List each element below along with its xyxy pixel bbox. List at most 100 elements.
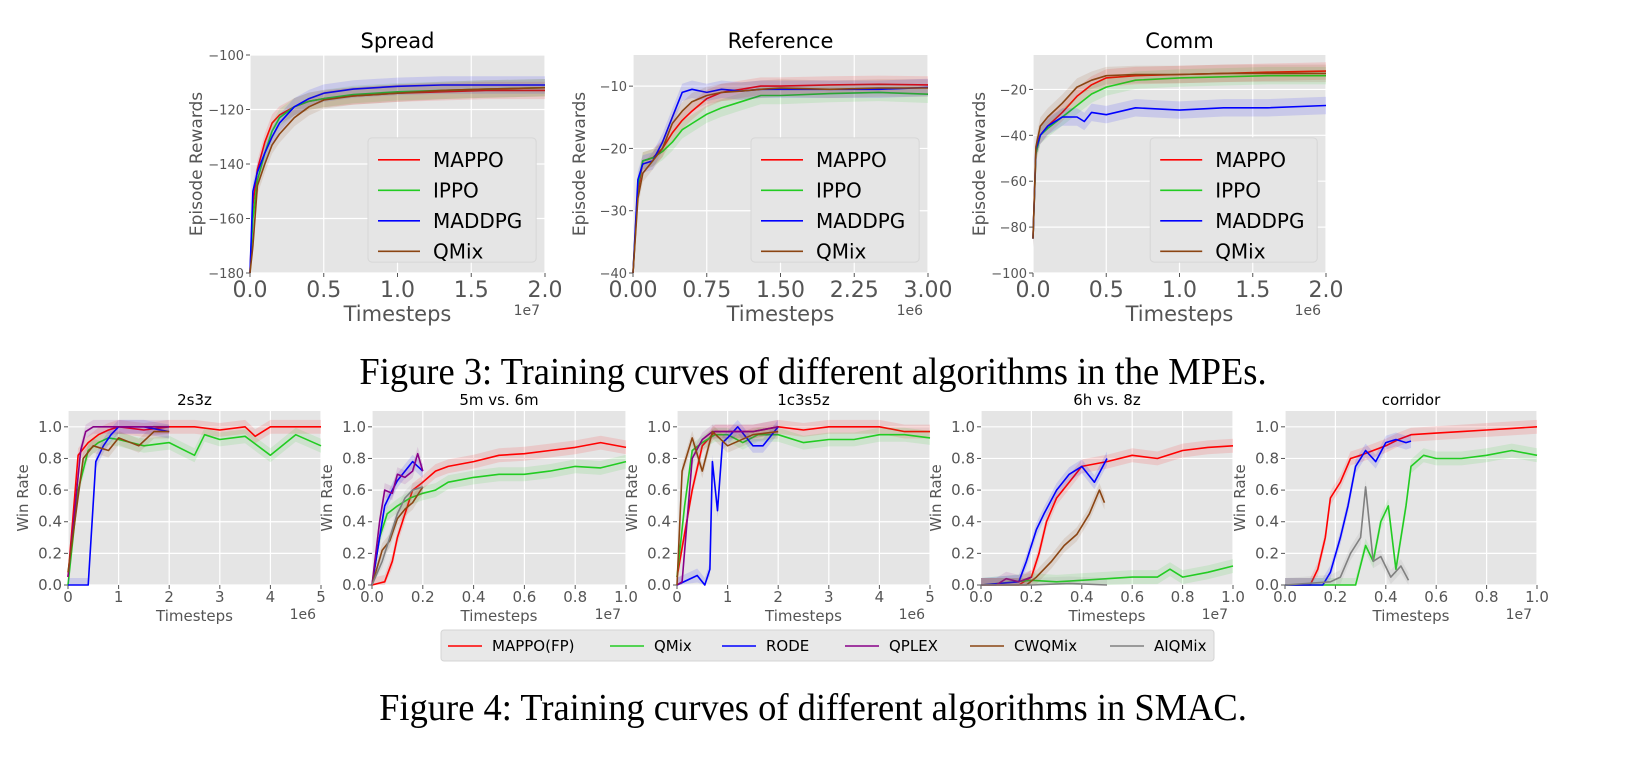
y-tick-label: −100 — [208, 49, 244, 64]
x-tick-label: 0.4 — [1374, 588, 1398, 606]
y-tick-label: 0.4 — [38, 513, 62, 531]
y-tick-label: 0.2 — [38, 544, 62, 562]
x-tick-label: 0 — [63, 588, 73, 606]
y-tick-label: 0.6 — [342, 481, 366, 499]
series-band-mappo-fp- — [1285, 419, 1537, 585]
y-tick-label: 0.6 — [951, 481, 975, 499]
y-tick-label: 0.6 — [38, 481, 62, 499]
y-tick-label: −180 — [208, 267, 244, 282]
legend-label: AIQMix — [1154, 637, 1207, 655]
series-band-mappo-fp- — [981, 438, 1233, 585]
y-axis-label: Episode Rewards — [187, 92, 207, 236]
y-tick-label: 0.4 — [1255, 513, 1279, 531]
series-line-cwqmix — [371, 486, 424, 586]
series-line-maddpg — [249, 84, 545, 274]
x-tick-label: 1.5 — [1235, 278, 1270, 303]
x-tick-label: 1 — [114, 588, 124, 606]
series-line-qmix — [632, 87, 928, 274]
x-tick-label: 2.0 — [1309, 278, 1344, 303]
y-tick-label: 0.2 — [647, 544, 671, 562]
legend-label: MAPPO — [433, 148, 504, 172]
plot-area — [1285, 411, 1537, 585]
series-band-maddpg — [1033, 96, 1326, 248]
x-axis-label: Timesteps — [1125, 302, 1234, 326]
legend-label: QMix — [433, 239, 484, 263]
legend-box — [1149, 137, 1318, 263]
x-tick-label: 0.8 — [1171, 588, 1195, 606]
y-tick-label: 1.0 — [647, 418, 671, 436]
series-line-cwqmix — [981, 489, 1106, 586]
x-axis-multiplier: 1e6 — [897, 303, 924, 319]
figure-4-caption: Figure 4: Training curves of different a… — [379, 687, 1247, 729]
legend-label: CWQMix — [1014, 637, 1077, 655]
series-line-aiqmix — [981, 582, 1108, 586]
y-tick-label: 0.2 — [951, 544, 975, 562]
figure-3-caption: Figure 3: Training curves of different a… — [359, 351, 1267, 393]
chart-title: 5m vs. 6m — [459, 391, 538, 409]
x-tick-label: 1.0 — [614, 588, 638, 606]
chart-comm: 0.0 0.5 1.0 1.5 2.0 −100 −80 −60 −40 −20 Comm Times… — [970, 29, 1344, 326]
y-axis-label: Win Rate — [318, 464, 336, 531]
legend-label: IPPO — [433, 178, 479, 202]
chart-title: 1c3s5z — [777, 391, 830, 409]
y-tick-label: 1.0 — [951, 418, 975, 436]
plot-area — [372, 411, 626, 585]
series-band-rode — [981, 451, 1107, 585]
legend-box — [367, 137, 537, 263]
legend-label: RODE — [766, 637, 809, 655]
y-tick-label: 1.0 — [342, 418, 366, 436]
y-tick-label: 0.8 — [38, 449, 62, 467]
x-tick-label: 0.0 — [1273, 588, 1297, 606]
x-tick-label: 0.2 — [1323, 588, 1347, 606]
y-tick-label: 0.4 — [647, 513, 671, 531]
x-tick-label: 1.50 — [756, 278, 805, 303]
x-axis-multiplier: 1e6 — [290, 607, 317, 623]
series-band-mappo-fp- — [372, 435, 626, 585]
x-tick-label: 1.5 — [454, 278, 489, 303]
x-axis-multiplier: 1e7 — [514, 303, 540, 319]
series-line-mappo-fp- — [1285, 426, 1538, 586]
legend-box — [750, 137, 920, 263]
x-tick-label: 1.0 — [1525, 588, 1549, 606]
y-tick-label: 0.0 — [1255, 576, 1279, 594]
chart-6h_vs_8z: 0.0 0.2 0.4 0.6 0.8 1.0 0.0 0.2 0.4 0.6 0.8 1.0 6h v… — [927, 391, 1245, 625]
chart-title: corridor — [1382, 391, 1441, 409]
legend-label: IPPO — [1215, 178, 1261, 202]
y-tick-label: −40 — [1000, 129, 1027, 144]
y-tick-label: 0.8 — [342, 449, 366, 467]
series-line-qplex — [676, 426, 779, 586]
x-tick-label: 0.0 — [360, 588, 384, 606]
x-tick-label: 2.25 — [830, 278, 879, 303]
y-tick-label: 1.0 — [1255, 418, 1279, 436]
plot-area — [981, 411, 1233, 585]
chart-5m_vs_6m: 0.0 0.2 0.4 0.6 0.8 1.0 0.0 0.2 0.4 0.6 0.8 1.0 5m v… — [318, 391, 638, 625]
x-tick-label: 3 — [215, 588, 225, 606]
legend-label: QMix — [654, 637, 692, 655]
y-axis-label: Win Rate — [14, 464, 32, 531]
x-tick-label: 1 — [723, 588, 733, 606]
chart-1c3s5z: 0 1 2 3 4 5 0.0 0.2 0.4 0.6 0.8 1.0 1c3s5z Timesteps 1… — [623, 391, 935, 625]
series-band-mappo-fp- — [68, 419, 321, 585]
x-tick-label: 2 — [164, 588, 174, 606]
x-tick-label: 0.0 — [1016, 278, 1051, 303]
chart-title: 2s3z — [177, 391, 212, 409]
legend-label: MADDPG — [816, 209, 905, 233]
series-line-qmix — [980, 565, 1234, 586]
x-axis-multiplier: 1e7 — [595, 607, 621, 623]
series-band-cwqmix — [677, 424, 779, 585]
y-tick-label: −140 — [208, 158, 244, 173]
legend-label: QPLEX — [889, 637, 938, 655]
series-line-rode — [676, 425, 779, 586]
series-line-rode — [1285, 438, 1412, 586]
series-line-aiqmix — [1284, 486, 1410, 586]
x-axis-multiplier: 1e6 — [899, 607, 926, 623]
x-tick-label: 0.8 — [1475, 588, 1499, 606]
series-line-cwqmix — [67, 430, 170, 573]
legend-label: MADDPG — [433, 209, 522, 233]
y-tick-label: −100 — [991, 267, 1027, 282]
y-axis-label: Win Rate — [623, 464, 641, 531]
series-line-mappo-fp- — [981, 445, 1234, 586]
series-line-qmix — [371, 460, 627, 586]
chart-reference: 0.00 0.75 1.50 2.25 3.00 −40 −30 −20 −10 Referenc… — [570, 29, 952, 326]
x-tick-label: 0.5 — [306, 278, 341, 303]
